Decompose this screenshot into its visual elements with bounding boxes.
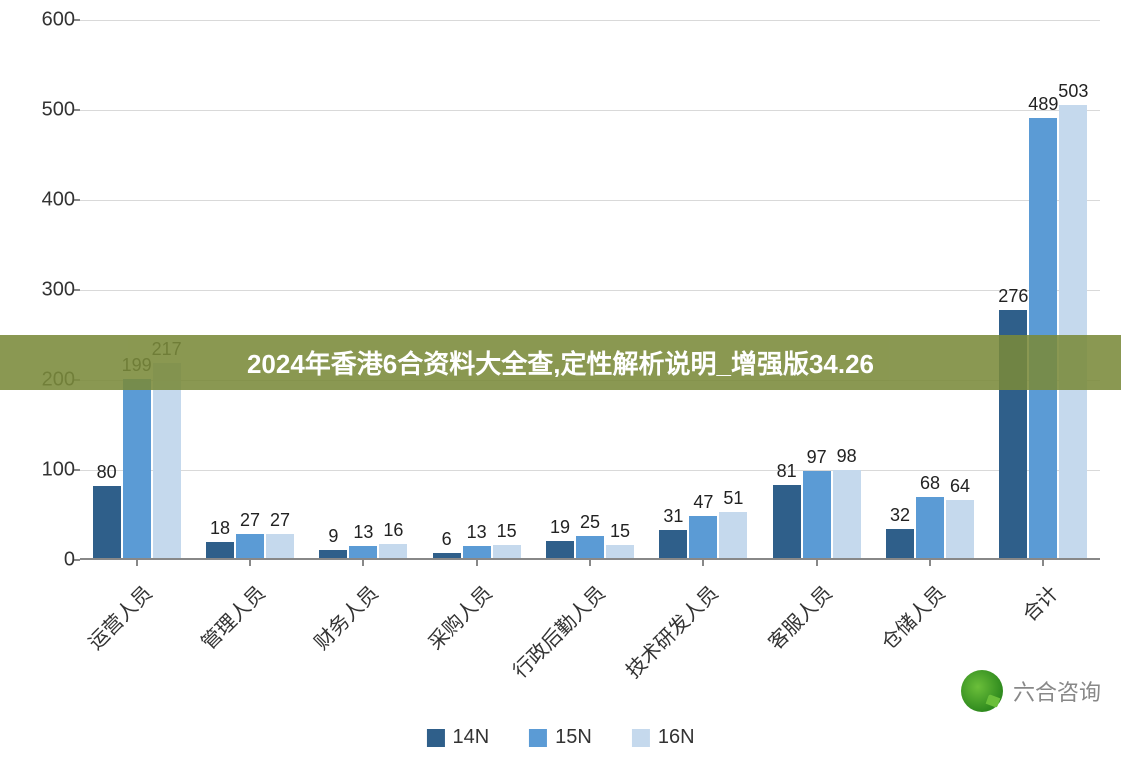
bar-value-label: 27 xyxy=(270,510,290,531)
bar: 503 xyxy=(1059,105,1087,558)
bar-value-label: 16 xyxy=(383,520,403,541)
bar-value-label: 276 xyxy=(998,286,1028,307)
bar-group: 314751 xyxy=(659,512,747,558)
bar: 47 xyxy=(689,516,717,558)
x-category-label: 技术研发人员 xyxy=(618,578,723,683)
bar: 16 xyxy=(379,544,407,558)
bar: 15 xyxy=(493,545,521,559)
bar: 51 xyxy=(719,512,747,558)
bar-group: 276489503 xyxy=(999,105,1087,558)
bar-group: 80199217 xyxy=(93,363,181,558)
x-category-label: 合计 xyxy=(958,578,1063,683)
bar: 27 xyxy=(236,534,264,558)
bar-value-label: 31 xyxy=(663,506,683,527)
chart-legend: 14N 15N 16N xyxy=(426,726,694,749)
wechat-icon xyxy=(961,670,1003,712)
legend-label: 14N xyxy=(452,726,489,749)
legend-label: 16N xyxy=(658,726,695,749)
bar-value-label: 15 xyxy=(497,521,517,542)
gridline xyxy=(80,470,1100,471)
y-tick-label: 100 xyxy=(30,459,75,482)
watermark: 六合咨询 xyxy=(961,670,1101,712)
chart-container: 010020030040050060080199217运营人员182727管理人… xyxy=(30,10,1110,570)
bar: 32 xyxy=(886,529,914,558)
x-category-label: 仓储人员 xyxy=(845,578,950,683)
y-tick-label: 300 xyxy=(30,279,75,302)
bar: 31 xyxy=(659,530,687,558)
bar-value-label: 98 xyxy=(837,446,857,467)
bar-value-label: 51 xyxy=(723,488,743,509)
bar-value-label: 68 xyxy=(920,473,940,494)
bar-value-label: 13 xyxy=(353,522,373,543)
bar-value-label: 27 xyxy=(240,510,260,531)
plot-area: 010020030040050060080199217运营人员182727管理人… xyxy=(80,20,1100,560)
bar: 13 xyxy=(463,546,491,558)
bar-value-label: 19 xyxy=(550,517,570,538)
bar-group: 182727 xyxy=(206,534,294,558)
y-tick-label: 400 xyxy=(30,189,75,212)
bar-group: 192515 xyxy=(546,536,634,559)
x-category-label: 客服人员 xyxy=(732,578,837,683)
bar: 97 xyxy=(803,471,831,558)
gridline xyxy=(80,20,1100,21)
bar: 19 xyxy=(546,541,574,558)
x-category-label: 采购人员 xyxy=(392,578,497,683)
bar: 27 xyxy=(266,534,294,558)
bar: 80 xyxy=(93,486,121,558)
bar: 18 xyxy=(206,542,234,558)
bar-value-label: 9 xyxy=(328,526,338,547)
watermark-text: 六合咨询 xyxy=(1013,675,1101,707)
y-tick-label: 600 xyxy=(30,9,75,32)
x-category-label: 财务人员 xyxy=(278,578,383,683)
x-category-label: 行政后勤人员 xyxy=(505,578,610,683)
legend-swatch xyxy=(632,729,650,747)
bar-group: 819798 xyxy=(773,470,861,558)
y-tick-label: 0 xyxy=(30,549,75,572)
x-category-label: 运营人员 xyxy=(52,578,157,683)
bar-value-label: 13 xyxy=(467,522,487,543)
bar: 25 xyxy=(576,536,604,559)
bar-group: 61315 xyxy=(433,545,521,559)
bar-value-label: 503 xyxy=(1058,81,1088,102)
y-tick-label: 500 xyxy=(30,99,75,122)
bar-value-label: 80 xyxy=(97,462,117,483)
bar-value-label: 47 xyxy=(693,492,713,513)
bar: 13 xyxy=(349,546,377,558)
bar: 15 xyxy=(606,545,634,559)
bar-value-label: 81 xyxy=(777,461,797,482)
bar-value-label: 15 xyxy=(610,521,630,542)
bar-value-label: 18 xyxy=(210,518,230,539)
overlay-text: 2024年香港6合资料大全查,定性解析说明_增强版34.26 xyxy=(247,344,874,381)
legend-swatch xyxy=(426,729,444,747)
bar: 81 xyxy=(773,485,801,558)
legend-item: 14N xyxy=(426,726,489,749)
bar-group: 326864 xyxy=(886,497,974,558)
bar: 9 xyxy=(319,550,347,558)
bar: 199 xyxy=(123,379,151,558)
bar: 64 xyxy=(946,500,974,558)
x-category-label: 管理人员 xyxy=(165,578,270,683)
bar: 6 xyxy=(433,553,461,558)
gridline xyxy=(80,110,1100,111)
bar-value-label: 32 xyxy=(890,505,910,526)
legend-label: 15N xyxy=(555,726,592,749)
bar: 217 xyxy=(153,363,181,558)
gridline xyxy=(80,200,1100,201)
bar-value-label: 25 xyxy=(580,512,600,533)
gridline xyxy=(80,290,1100,291)
legend-swatch xyxy=(529,729,547,747)
bar: 98 xyxy=(833,470,861,558)
bar: 68 xyxy=(916,497,944,558)
bar-group: 91316 xyxy=(319,544,407,558)
bar-value-label: 489 xyxy=(1028,94,1058,115)
bar-value-label: 6 xyxy=(442,529,452,550)
legend-item: 16N xyxy=(632,726,695,749)
legend-item: 15N xyxy=(529,726,592,749)
bar-value-label: 97 xyxy=(807,447,827,468)
overlay-banner: 2024年香港6合资料大全查,定性解析说明_增强版34.26 xyxy=(0,335,1121,390)
bar-value-label: 64 xyxy=(950,476,970,497)
